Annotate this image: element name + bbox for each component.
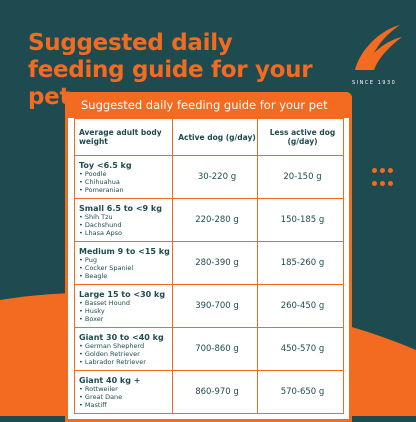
breed: Beagle: [79, 272, 172, 280]
breed: Cocker Spaniel: [79, 264, 172, 272]
active-value: 220-280 g: [172, 198, 258, 242]
less-active-value: 150-185 g: [257, 198, 344, 242]
header-row: Average adult body weight Active dog (g/…: [74, 118, 344, 156]
logo-text: SINCE 1930: [352, 80, 397, 86]
logo-icon: [362, 37, 402, 70]
active-value: 700-860 g: [172, 327, 258, 371]
less-active-value: 260-450 g: [257, 284, 344, 328]
breed: Golden Retriever: [79, 350, 172, 358]
active-value: 860-970 g: [172, 370, 258, 414]
group-label: Large 15 to <30 kg: [79, 289, 166, 299]
breed: Rottweiler: [79, 385, 172, 393]
column-header: Active dog (g/day): [172, 118, 258, 156]
less-active-value: 20-150 g: [257, 155, 344, 199]
dot: [380, 181, 385, 186]
table-row: Small 6.5 to <9 kgShih TzuDachshundLhasa…: [74, 198, 344, 242]
breed: Mastiff: [79, 401, 172, 409]
breed: Dachshund: [79, 221, 172, 229]
active-value: 30-220 g: [172, 155, 258, 199]
breed: Shih Tzu: [79, 213, 172, 221]
active-value: 390-700 g: [172, 284, 258, 328]
breed: Labrador Retriever: [79, 358, 172, 366]
column-header: Less active dog (g/day): [257, 118, 344, 156]
breed: Great Dane: [79, 393, 172, 401]
weight-cell: Medium 9 to <15 kgPugCocker SpanielBeagl…: [74, 241, 173, 285]
weight-cell: Toy <6.5 kgPoodleChihuahuaPomeranian: [74, 155, 173, 199]
table-row: Medium 9 to <15 kgPugCocker SpanielBeagl…: [74, 241, 344, 285]
table: Average adult body weight Active dog (g/…: [74, 118, 344, 414]
breed: Pomeranian: [79, 186, 172, 194]
table-row: Large 15 to <30 kgBasset HoundHuskyBoxer…: [74, 284, 344, 328]
table-card: Suggested daily feeding guide for your p…: [65, 92, 352, 422]
breed: Lhasa Apso: [79, 229, 172, 237]
breed: Boxer: [79, 315, 172, 323]
breed: Poodle: [79, 170, 172, 178]
title: Suggested daily feeding guide for your p…: [28, 30, 313, 110]
breed: German Shepherd: [79, 342, 172, 350]
less-active-value: 570-650 g: [257, 370, 344, 414]
dot: [388, 168, 393, 173]
weight-cell: Large 15 to <30 kgBasset HoundHuskyBoxer: [74, 284, 173, 328]
dot: [388, 181, 393, 186]
active-value: 280-390 g: [172, 241, 258, 285]
group-label: Toy <6.5 kg: [79, 160, 132, 170]
less-active-value: 185-260 g: [257, 241, 344, 285]
breed: Chihuahua: [79, 178, 172, 186]
table-row: Giant 40 kg +RottweilerGreat DaneMastiff…: [74, 370, 344, 414]
breed: Pug: [79, 256, 172, 264]
weight-cell: Giant 30 to <40 kgGerman ShepherdGolden …: [74, 327, 173, 371]
table-title: Suggested daily feeding guide for your p…: [65, 92, 352, 118]
dot: [380, 168, 385, 173]
weight-cell: Small 6.5 to <9 kgShih TzuDachshundLhasa…: [74, 198, 173, 242]
group-label: Small 6.5 to <9 kg: [79, 203, 162, 213]
weight-cell: Giant 40 kg +RottweilerGreat DaneMastiff: [74, 370, 173, 414]
dot: [372, 181, 377, 186]
breed: Basset Hound: [79, 299, 172, 307]
breed: Husky: [79, 307, 172, 315]
table-row: Toy <6.5 kgPoodleChihuahuaPomeranian30-2…: [74, 155, 344, 199]
less-active-value: 450-570 g: [257, 327, 344, 371]
table-row: Giant 30 to <40 kgGerman ShepherdGolden …: [74, 327, 344, 371]
group-label: Giant 40 kg +: [79, 375, 141, 385]
column-header: Average adult body weight: [74, 118, 173, 156]
dot: [372, 168, 377, 173]
group-label: Medium 9 to <15 kg: [79, 246, 170, 256]
logo-icon: [355, 25, 400, 70]
group-label: Giant 30 to <40 kg: [79, 332, 164, 342]
